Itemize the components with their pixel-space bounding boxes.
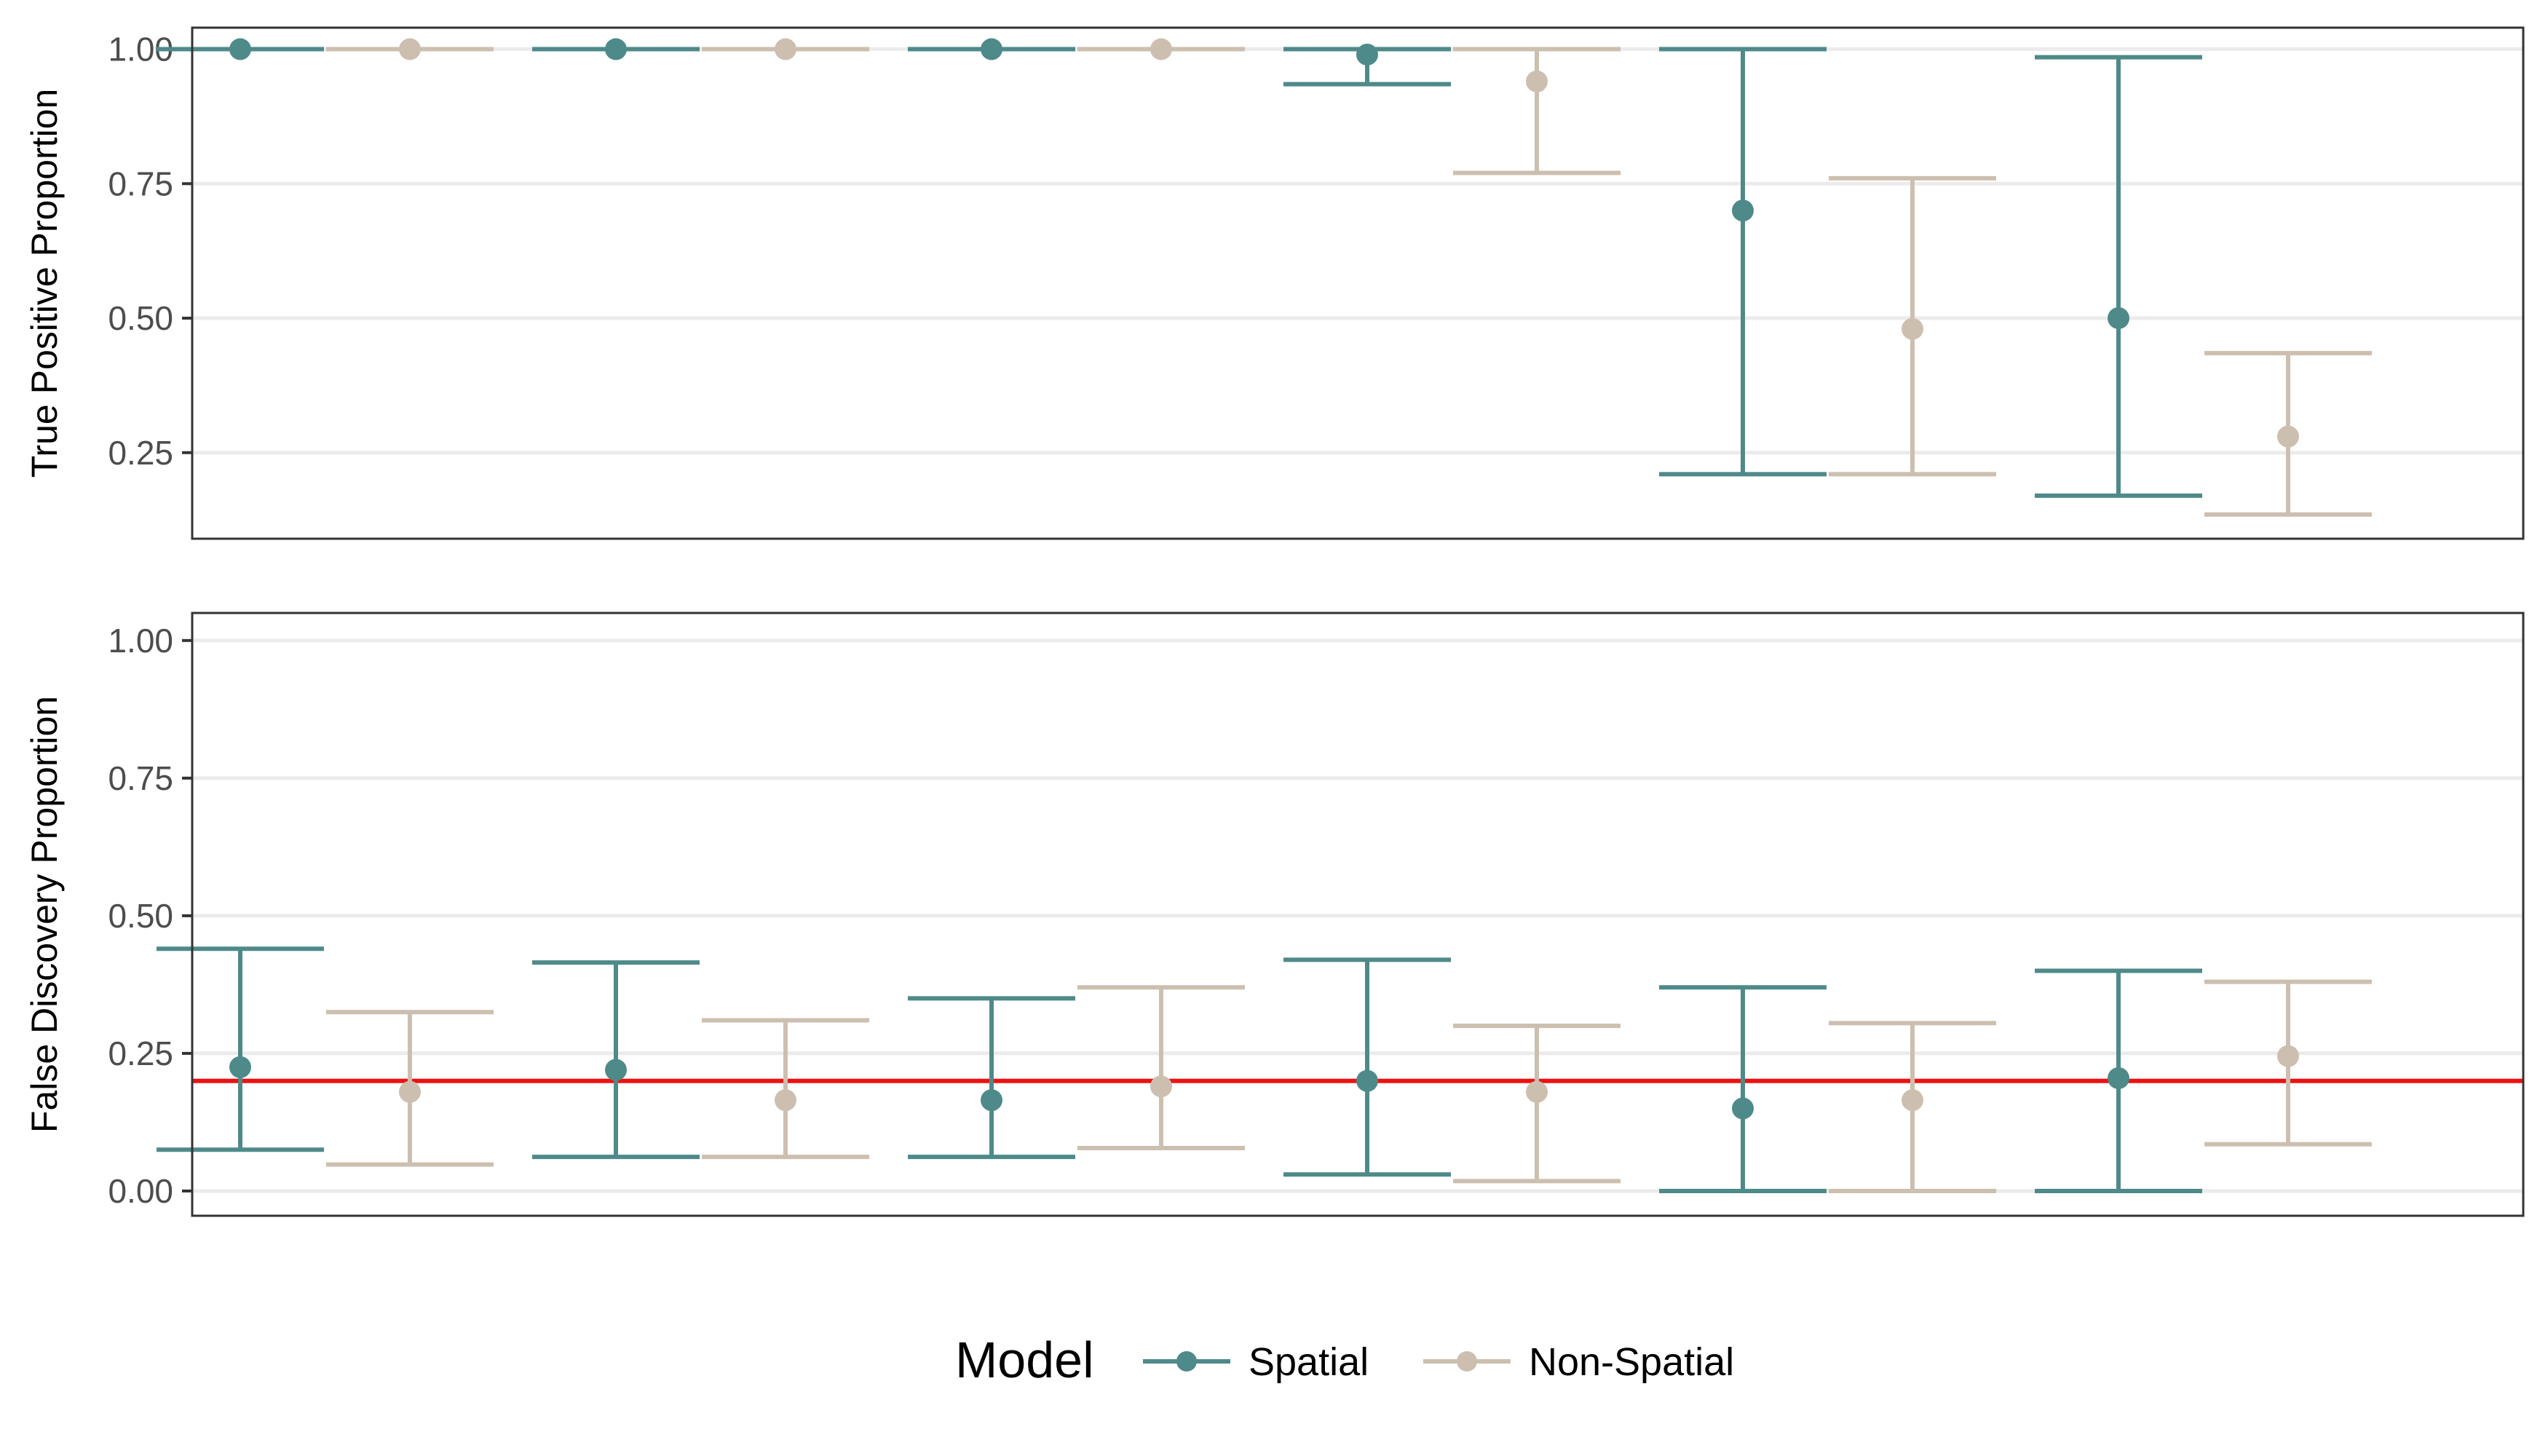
point-nonspatial <box>1902 1089 1923 1112</box>
point-nonspatial <box>399 1080 421 1103</box>
legend-label-nonspatial: Non-Spatial <box>1529 1340 1734 1384</box>
legend-title: Model <box>955 1332 1094 1388</box>
legend-key-nonspatial-point <box>1457 1351 1477 1372</box>
point-spatial <box>229 1056 251 1078</box>
point-nonspatial <box>1150 1075 1172 1098</box>
y-tick-label: 0.75 <box>108 759 173 797</box>
point-nonspatial <box>2277 1045 2299 1067</box>
legend: Model Spatial Non-Spatial <box>955 1332 1734 1388</box>
y-tick-label: 1.00 <box>108 622 173 660</box>
point-spatial <box>1732 1097 1754 1120</box>
y-tick-label: 0.00 <box>108 1172 173 1210</box>
point-spatial <box>605 1059 627 1081</box>
legend-label-spatial: Spatial <box>1249 1340 1369 1384</box>
point-nonspatial <box>1526 70 1548 92</box>
panel-background <box>192 28 2523 539</box>
point-nonspatial <box>2277 425 2299 448</box>
y-axis-title: True Positive Proportion <box>24 89 65 478</box>
point-spatial <box>1356 1069 1378 1092</box>
point-nonspatial <box>775 1089 796 1112</box>
point-spatial <box>2108 1067 2129 1089</box>
point-nonspatial <box>1902 317 1923 340</box>
y-tick-label: 0.25 <box>108 434 173 472</box>
y-axis-title: False Discovery Proportion <box>24 696 65 1133</box>
y-tick-label: 0.75 <box>108 165 173 202</box>
point-spatial <box>981 38 1002 60</box>
point-nonspatial <box>775 38 796 60</box>
point-spatial <box>229 38 251 60</box>
y-tick-label: 0.50 <box>108 299 173 337</box>
point-spatial <box>1732 199 1754 222</box>
point-spatial <box>1356 43 1378 66</box>
point-spatial <box>2108 307 2129 330</box>
point-nonspatial <box>399 38 421 60</box>
panel-border <box>191 612 2525 1217</box>
point-spatial <box>605 38 627 60</box>
point-nonspatial <box>1150 38 1172 60</box>
point-spatial <box>981 1089 1002 1112</box>
bottom-panel: 0.00 0.25 0.50 0.75 1.00 False Discovery Prop… <box>24 612 2525 1217</box>
panel-border <box>191 26 2525 540</box>
legend-key-spatial-point <box>1176 1351 1197 1372</box>
point-nonspatial <box>1526 1080 1548 1103</box>
y-tick-label: 0.25 <box>108 1034 173 1072</box>
y-tick-label: 0.50 <box>108 897 173 935</box>
